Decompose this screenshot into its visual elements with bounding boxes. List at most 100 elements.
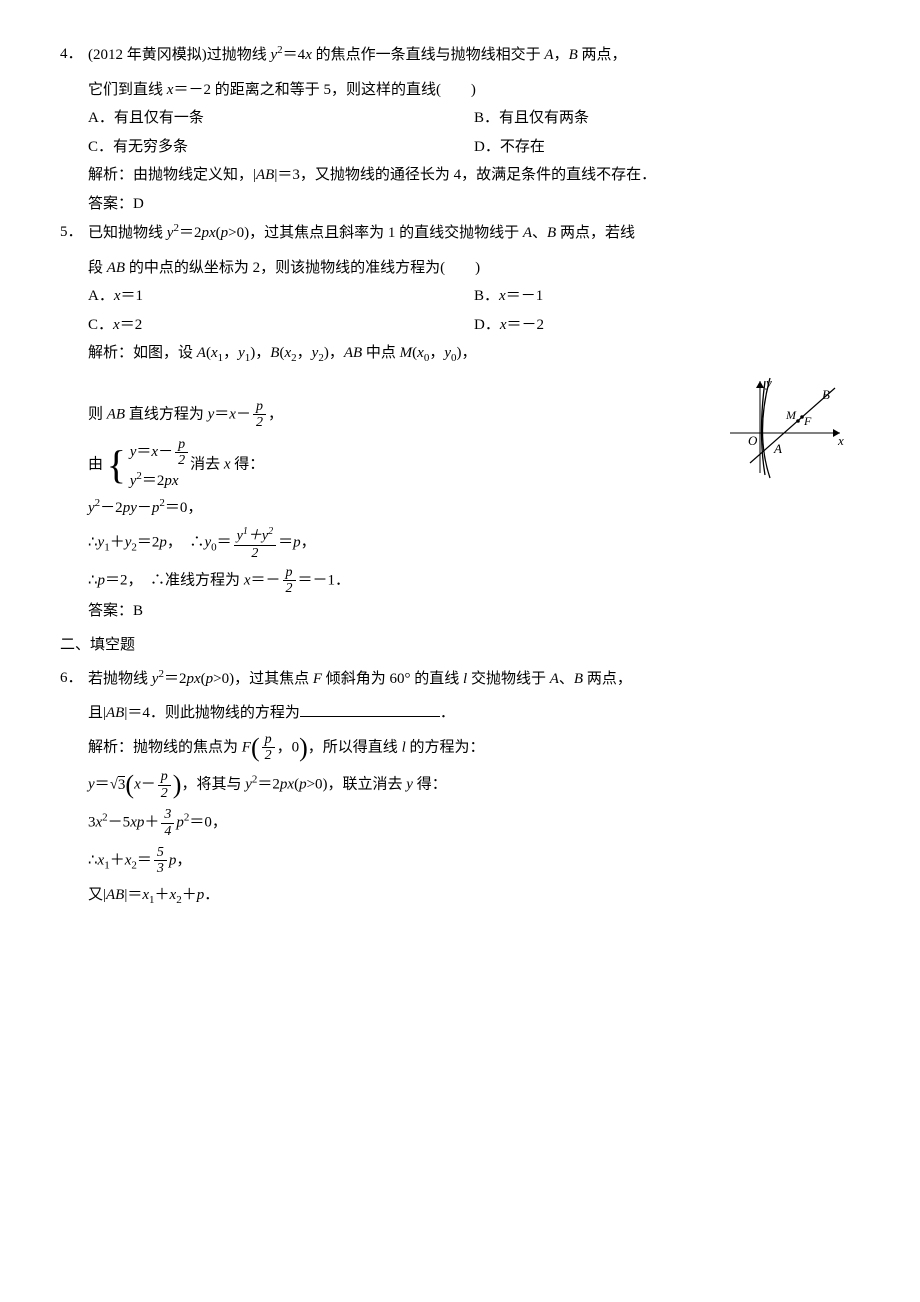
- num: 5: [154, 845, 167, 861]
- t: 又|: [88, 887, 106, 903]
- q5-optA: A．x＝1: [88, 282, 474, 311]
- pt-A: A: [523, 225, 532, 241]
- question-5: 5．已知抛物线 y2＝2px(p>0)，过其焦点且斜率为 1 的直线交抛物线于 …: [60, 218, 860, 248]
- var-p: p: [201, 225, 209, 241]
- t: ＝－1: [506, 288, 544, 304]
- t: ，0: [277, 739, 300, 755]
- t: ＝0，: [165, 500, 203, 516]
- t: ＝0，: [189, 815, 227, 831]
- var-x: x: [134, 777, 141, 793]
- t: ＝2， ∴准线方程为: [105, 572, 244, 588]
- den: 2: [283, 581, 296, 596]
- pt-A: A: [197, 345, 206, 361]
- pt-F: F: [313, 671, 322, 687]
- q5-therefore2: ∴p＝2， ∴准线方程为 x＝－p2＝－1．: [88, 565, 860, 597]
- pt-B: B: [547, 225, 556, 241]
- num: p: [283, 565, 296, 581]
- q5-therefore1: ∴y1＋y2＝2p， ∴y0＝y1＋y22＝p，: [88, 526, 860, 560]
- t: ＝: [278, 535, 293, 551]
- t: 若抛物线: [88, 671, 152, 687]
- svg-text:B: B: [822, 387, 830, 402]
- t: 段: [88, 260, 107, 276]
- frac-34: 34: [161, 807, 174, 839]
- t: ．: [440, 705, 455, 721]
- frac-p2: p2: [262, 732, 275, 764]
- svg-text:A: A: [773, 441, 782, 456]
- t: －: [236, 406, 251, 422]
- t: ＝－1．: [298, 572, 351, 588]
- t: ＝2: [257, 777, 280, 793]
- t: |＝: [124, 887, 142, 903]
- t: 两点，: [583, 671, 632, 687]
- q4-optD: D．不存在: [474, 133, 860, 162]
- t: 解析：由抛物线定义知，|: [88, 167, 256, 183]
- t: 它们到直线: [88, 82, 167, 98]
- var-x: x: [417, 345, 424, 361]
- var-p: p: [176, 815, 184, 831]
- var-y: y: [88, 500, 95, 516]
- lparen-icon: (: [251, 733, 260, 762]
- var-x: x: [500, 317, 507, 333]
- q5-answer: 答案：B: [88, 597, 860, 626]
- t: －5: [108, 815, 131, 831]
- den: 2: [262, 748, 275, 763]
- t: ＝－2 的距离之和等于 5，则这样的直线( ): [173, 82, 476, 98]
- parabola-diagram: y x O A B M F: [720, 373, 850, 494]
- t: ，: [301, 535, 316, 551]
- t: ，: [176, 852, 191, 868]
- diagram-svg: y x O A B M F: [720, 373, 850, 483]
- svg-text:O: O: [748, 433, 758, 448]
- t: ＝: [217, 535, 232, 551]
- num: y1＋y2: [234, 526, 276, 545]
- q4-optC: C．有无穷多条: [88, 133, 474, 162]
- t: ＝: [136, 444, 151, 460]
- t: D．: [474, 317, 500, 333]
- sub2: 2: [318, 352, 324, 364]
- t: ＝1: [121, 288, 144, 304]
- var-x: x: [211, 345, 218, 361]
- pt-M: M: [400, 345, 413, 361]
- var-p: p: [293, 535, 301, 551]
- question-4: 4．(2012 年黄冈模拟)过抛物线 y2＝4x 的焦点作一条直线与抛物线相交于…: [60, 40, 860, 70]
- var-p: p: [186, 671, 194, 687]
- q6-line2: 且|AB|＝4．则此抛物线的方程为．: [88, 699, 860, 728]
- q6-cubic: 3x2－5xp＋34p2＝0，: [88, 807, 860, 839]
- sup: 2: [268, 526, 273, 537]
- t: ＝－: [250, 572, 280, 588]
- var-p: p: [164, 473, 172, 489]
- therefore-icon: ∴: [88, 852, 98, 868]
- t: 、: [559, 671, 574, 687]
- var-x: x: [209, 225, 216, 241]
- num: p: [262, 732, 275, 748]
- frac-p2: p2: [158, 769, 171, 801]
- t: A．: [88, 288, 114, 304]
- q6-sum: ∴x1＋x2＝53p，: [88, 845, 860, 877]
- t: 中点: [362, 345, 400, 361]
- var-x: x: [194, 671, 201, 687]
- t: 两点，: [578, 47, 627, 63]
- t: 直线方程为: [125, 406, 208, 422]
- t: ，将其与: [181, 777, 245, 793]
- t: 的焦点作一条直线与抛物线相交于: [312, 47, 545, 63]
- den: 4: [161, 824, 174, 839]
- q4-solution: 解析：由抛物线定义知，|AB|＝3，又抛物线的通径长为 4，故满足条件的直线不存…: [88, 161, 860, 190]
- t: ＋: [182, 887, 197, 903]
- q4-optB: B．有且仅有两条: [474, 104, 860, 133]
- q4-optA: A．有且仅有一条: [88, 104, 474, 133]
- frac-53: 53: [154, 845, 167, 877]
- sub1: 1: [245, 352, 251, 364]
- fill-blank: [300, 702, 440, 717]
- question-6: 6．若抛物线 y2＝2px(p>0)，过其焦点 F 倾斜角为 60° 的直线 l…: [60, 664, 860, 694]
- q5-number: 5．: [60, 218, 88, 247]
- var-x: x: [229, 406, 236, 422]
- pt-B: B: [270, 345, 279, 361]
- sys-lines: y＝x－p2 y2＝2px: [130, 437, 190, 493]
- den: 2: [234, 546, 276, 561]
- q5-quadratic: y2－2py－p2＝0，: [88, 493, 860, 523]
- var-p: p: [159, 535, 167, 551]
- t: －: [158, 444, 173, 460]
- t: >0)，联立消去: [307, 777, 407, 793]
- q5-options: A．x＝1 B．x＝－1 C．x＝2 D．x＝－2: [88, 282, 860, 339]
- var-y: y: [238, 345, 245, 361]
- sub1: 1: [218, 352, 224, 364]
